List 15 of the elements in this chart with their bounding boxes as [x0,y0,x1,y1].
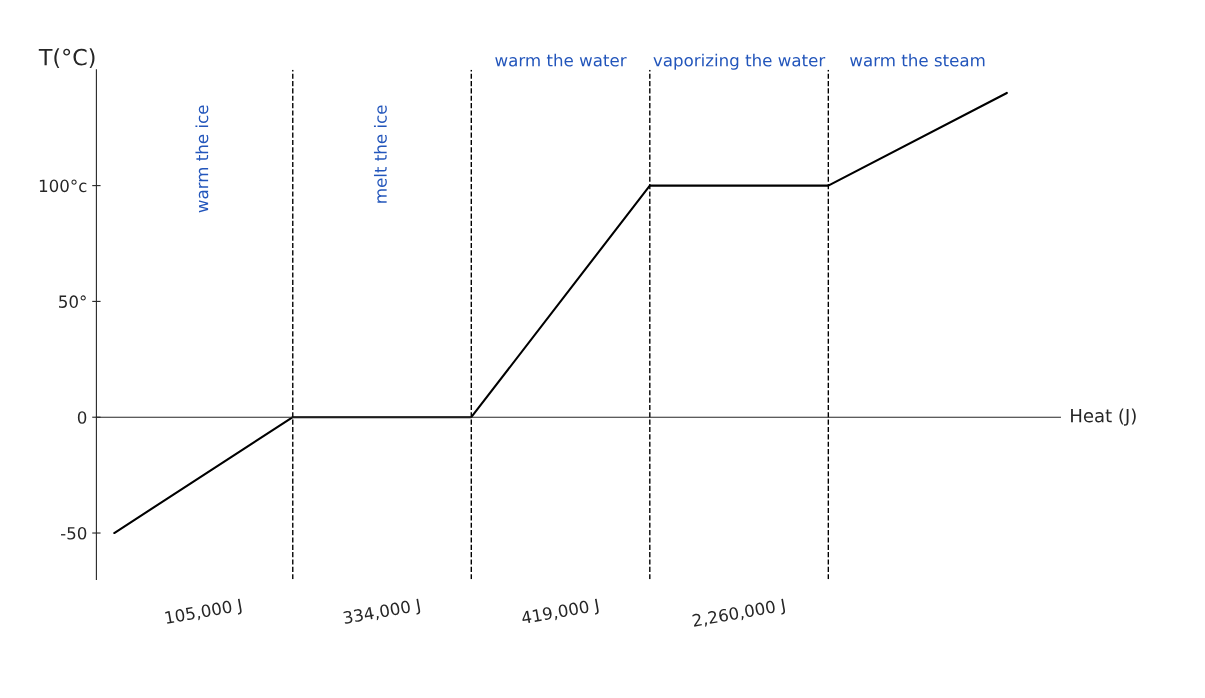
y-tick-label: 100°c [39,179,87,193]
annotation: vaporizing the water [653,53,826,70]
text: 105,000 J [165,598,243,628]
y-tick-label: -50 [60,526,87,540]
text: 419,000 J [521,598,600,628]
annotation: warm the ice [195,105,209,213]
y-tick-label: 0 [77,411,87,424]
text: 334,000 J [342,598,421,628]
y-tick-label: 50° [59,295,86,308]
text: 2,260,000 J [692,598,786,630]
annotation: melt the ice [373,105,387,203]
x-axis-title: Heat (J) [1071,408,1136,426]
text: warm the water [495,53,627,67]
text: warm the steam [850,53,985,67]
y-axis-title: T(°C) [38,48,95,69]
